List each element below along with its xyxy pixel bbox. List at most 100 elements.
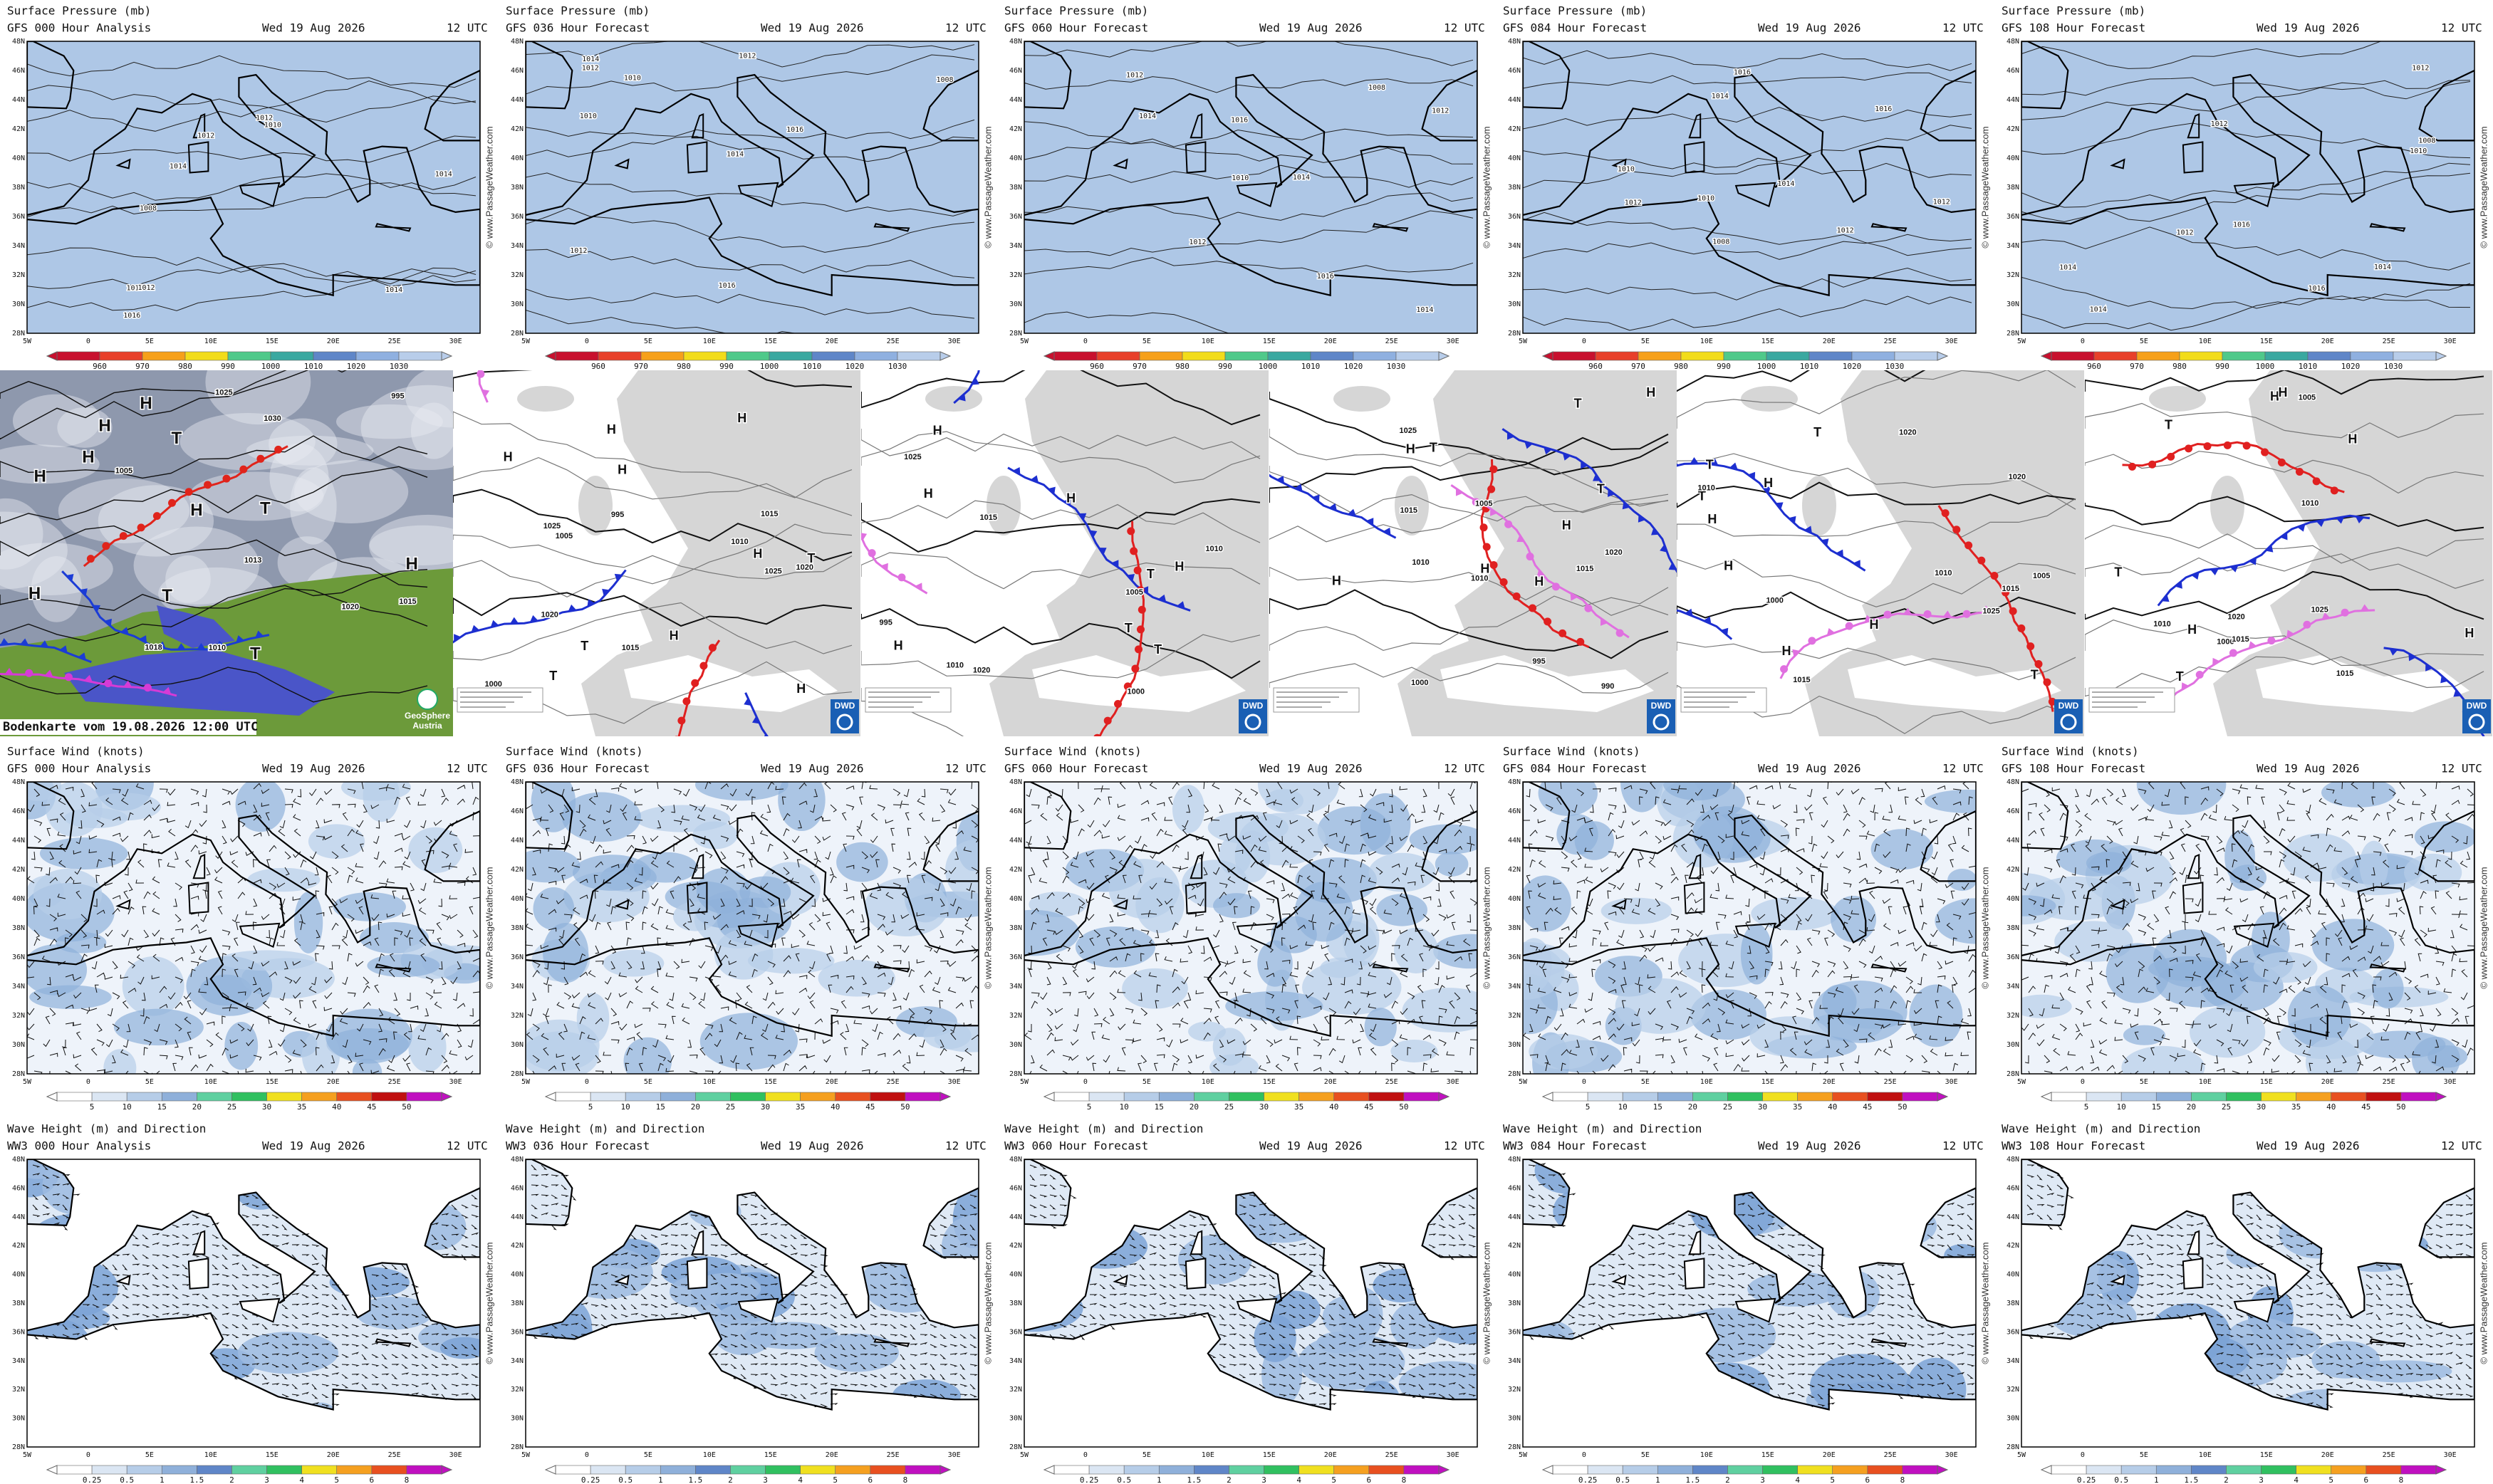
front-semicircle: [1543, 617, 1551, 626]
front-triangle: [1763, 486, 1771, 494]
front-triangle: [1668, 563, 1676, 570]
front-line: [0, 672, 177, 697]
front-triangle: [2161, 594, 2170, 602]
pressure-panel: Surface Pressure (mb)GFS 036 Hour Foreca…: [506, 4, 993, 371]
front-semicircle: [1942, 509, 1950, 518]
coastline: [2021, 1191, 2474, 1411]
isobar-label: 1010: [2410, 147, 2427, 155]
lon-label: 0: [1083, 1451, 1088, 1459]
coastline: [424, 810, 480, 882]
colorbar-segment: [2350, 351, 2394, 361]
colorbar-label: 960: [2087, 362, 2101, 370]
colorbar-label: 1: [160, 1475, 165, 1484]
pressure-centre: T: [1706, 457, 1714, 471]
colorbar-segment: [905, 1465, 941, 1475]
wind-shade: [2054, 921, 2133, 962]
lat-label: 34N: [12, 983, 25, 991]
colorbar-label: 970: [1133, 362, 1147, 370]
lat-label: 46N: [12, 1184, 25, 1192]
colorbar-label: 40: [2326, 1102, 2336, 1111]
lat-label: 46N: [1009, 67, 1022, 75]
isobar: [526, 207, 975, 253]
isobar-label: 1012: [739, 52, 756, 60]
pressure-centre: H: [190, 501, 202, 520]
valid-date: Wed 19 Aug 2026: [1758, 21, 1861, 35]
colorbar-segment: [2051, 1092, 2087, 1102]
front-triangle: [2316, 520, 2325, 528]
island: [2233, 1297, 2275, 1323]
valid-date: Wed 19 Aug 2026: [262, 762, 365, 775]
colorbar-label: 4: [1795, 1475, 1800, 1484]
isobar: [1523, 107, 1972, 130]
dwd-logo-text: DWD: [2059, 701, 2079, 711]
front-semicircle: [1962, 610, 1971, 618]
lon-label: 10E: [1700, 338, 1713, 345]
lon-label: 25E: [388, 1078, 401, 1086]
lon-label: 30E: [1945, 1451, 1958, 1459]
lat-label: 46N: [511, 67, 524, 75]
isobar-label: 1010: [1412, 558, 1429, 567]
front-semicircle: [2312, 477, 2321, 486]
front-triangle: [1709, 458, 1719, 466]
colorbar-segment: [1053, 351, 1098, 361]
front-triangle: [1789, 516, 1796, 524]
valid-date: Wed 19 Aug 2026: [761, 1139, 864, 1153]
wind-shade: [122, 956, 184, 1016]
colorbar-label: 1030: [390, 362, 409, 370]
colorbar-label: 3: [1760, 1475, 1765, 1484]
map-frame: [525, 1159, 979, 1448]
lat-label: 34N: [1009, 242, 1022, 250]
lon-label: 20E: [1324, 1078, 1337, 1086]
front-triangle: [1943, 610, 1952, 617]
front-semicircle: [1131, 664, 1140, 673]
cloud: [410, 402, 453, 459]
wind-shade: [1690, 989, 1766, 1040]
lon-label: 10E: [1700, 1451, 1713, 1459]
colorbar-segment: [2261, 1465, 2296, 1475]
colorbar-segment: [371, 1092, 407, 1102]
wind-shade: [2155, 960, 2247, 1008]
lat-label: 36N: [12, 1328, 25, 1336]
front-triangle: [549, 610, 558, 618]
colorbar-label: 6: [1865, 1475, 1870, 1484]
front-semicircle: [2034, 660, 2043, 669]
colorbar-segment: [1727, 1465, 1763, 1475]
wind-shade: [408, 827, 463, 874]
dwd-logo-text: DWD: [835, 701, 855, 711]
front-triangle: [1063, 498, 1071, 506]
isobar-label: 1005: [556, 532, 573, 540]
front-triangle: [1721, 627, 1729, 636]
lat-label: 34N: [12, 1357, 25, 1365]
coastline: [27, 73, 480, 297]
lat-label: 34N: [1009, 983, 1022, 991]
coastline: [2418, 1187, 2474, 1258]
lon-label: 25E: [1884, 338, 1897, 345]
wind-shade: [1924, 789, 1976, 813]
coastline: [922, 810, 979, 882]
colorbar-segment: [2086, 1092, 2122, 1102]
front-triangle: [1455, 488, 1463, 496]
isobar-label: 995: [1532, 657, 1545, 666]
wind-shade: [1831, 896, 1877, 943]
front-triangle: [2175, 580, 2183, 589]
isobar-label: 1010: [731, 538, 748, 546]
lat-label: 48N: [1009, 1156, 1022, 1164]
isobar-label: 1020: [796, 563, 813, 572]
colorbar-label: 2: [2224, 1475, 2229, 1484]
lat-label: 42N: [2007, 866, 2019, 874]
map-area: [1523, 41, 1976, 333]
colorbar-label: 40: [1828, 1102, 1837, 1111]
wind-shade: [2311, 919, 2395, 972]
isobar: [27, 182, 477, 218]
front-triangle: [587, 599, 595, 607]
lon-label: 30E: [1447, 1451, 1459, 1459]
wind-shade: [1601, 897, 1672, 924]
colorbar-segment: [2400, 1092, 2437, 1102]
colorbar-label: 6: [2364, 1475, 2369, 1484]
lat-label: 42N: [2007, 125, 2019, 133]
lon-label: 15E: [764, 1451, 777, 1459]
colorbar-segment: [2296, 1092, 2332, 1102]
lon-label: 5W: [23, 338, 32, 345]
valid-time: 12 UTC: [2441, 1139, 2482, 1153]
lon-label: 5W: [521, 1078, 531, 1086]
